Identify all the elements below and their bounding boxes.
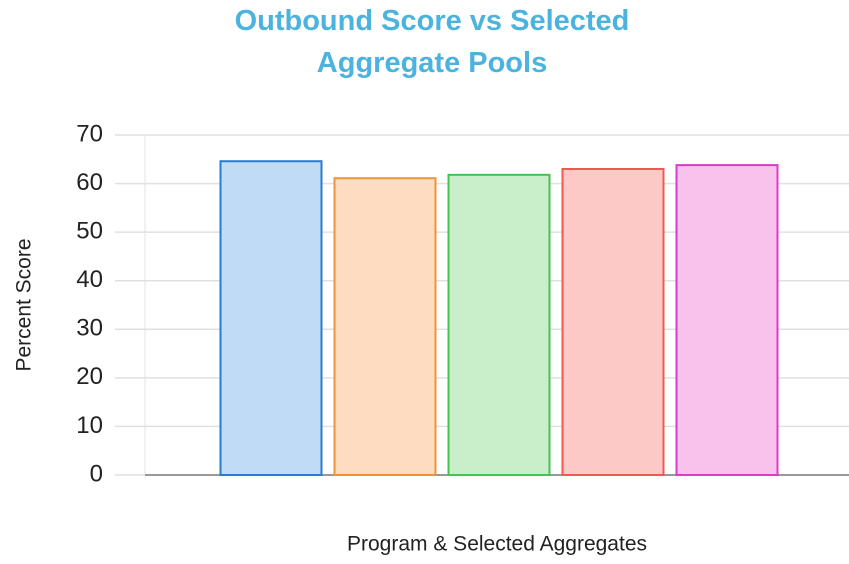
y-tick-label: 50 — [76, 217, 103, 244]
y-tick-label: 20 — [76, 363, 103, 390]
y-axis-label: Percent Score — [13, 238, 36, 371]
y-tick-label: 60 — [76, 169, 103, 196]
bar — [561, 168, 665, 476]
y-tick-label: 30 — [76, 315, 103, 342]
x-axis-label: Program & Selected Aggregates — [347, 533, 647, 556]
y-tick-label: 40 — [76, 266, 103, 293]
bar — [447, 173, 551, 476]
y-tick-label: 0 — [90, 460, 103, 487]
bar — [219, 160, 323, 476]
bar — [675, 164, 779, 476]
bar — [333, 177, 437, 476]
y-tick-label: 70 — [76, 120, 103, 147]
y-tick-label: 10 — [76, 412, 103, 439]
chart-title: Outbound Score vs Selected Aggregate Poo… — [234, 5, 630, 79]
